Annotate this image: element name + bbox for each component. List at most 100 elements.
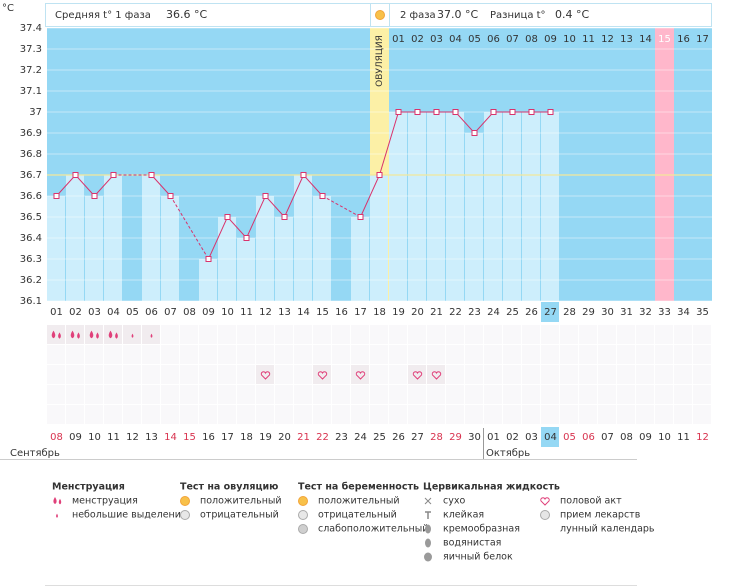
cell [693, 385, 711, 404]
date-label: 25 [373, 432, 386, 443]
cell [560, 365, 578, 384]
ovulation-label: ОВУЛЯЦИЯ [375, 35, 385, 87]
cell [161, 345, 179, 364]
menstruation-icon [58, 332, 61, 339]
date-label: 03 [525, 432, 538, 443]
date-label: 15 [183, 432, 196, 443]
cell [142, 385, 160, 404]
cell [484, 365, 502, 384]
cell [85, 345, 103, 364]
phase2-label: 2 фаза [400, 10, 436, 21]
cell [522, 345, 540, 364]
date-label: 01 [487, 432, 500, 443]
menstruation-icon [96, 332, 99, 339]
x-tick-label: 24 [487, 307, 500, 318]
cell [503, 405, 521, 424]
cell [85, 365, 103, 384]
x-tick-label: 26 [525, 307, 538, 318]
cell [617, 405, 635, 424]
cell [161, 405, 179, 424]
light-discharge-icon [131, 333, 134, 338]
cell [446, 345, 464, 364]
cell [237, 385, 255, 404]
cell [85, 385, 103, 404]
y-tick-label: 37 [29, 107, 42, 118]
menstruation-icon [108, 330, 113, 339]
cell [142, 345, 160, 364]
date-label: 24 [354, 432, 367, 443]
cell [579, 345, 597, 364]
menstruation-icon [51, 330, 56, 339]
point [72, 172, 79, 178]
date-label: 23 [335, 432, 348, 443]
cell [85, 405, 103, 424]
cell [313, 325, 331, 344]
bar [389, 112, 407, 301]
cell [408, 365, 426, 384]
cell [332, 385, 350, 404]
cell [332, 325, 350, 344]
cell [47, 405, 65, 424]
cell [484, 345, 502, 364]
cell [522, 385, 540, 404]
cell [370, 325, 388, 344]
x-tick-label: 12 [259, 307, 272, 318]
cell [598, 325, 616, 344]
cell [408, 405, 426, 424]
x-tick-label: 10 [221, 307, 234, 318]
point [452, 109, 459, 115]
cell [427, 345, 445, 364]
cell [199, 345, 217, 364]
x-tick-label: 18 [373, 307, 386, 318]
menstruation-icon [115, 332, 118, 339]
bar [370, 175, 388, 301]
x-tick-label: 01 [50, 307, 63, 318]
cell [655, 365, 673, 384]
cell [674, 385, 692, 404]
temperature-line [56, 174, 114, 197]
x-tick-label: 25 [506, 307, 519, 318]
cell [256, 385, 274, 404]
cell [522, 405, 540, 424]
cell [180, 385, 198, 404]
cell [66, 325, 84, 344]
cell [370, 345, 388, 364]
y-tick-label: 37.1 [20, 86, 42, 97]
legend-item: половой акт [560, 496, 622, 507]
cell [484, 325, 502, 344]
cell [503, 385, 521, 404]
y-tick-label: 37.3 [20, 44, 42, 55]
difference-label: Разница t° [490, 10, 546, 21]
date-label: 11 [107, 432, 120, 443]
y-tick-label: 36.9 [20, 128, 42, 139]
luteal-day: 17 [696, 34, 709, 45]
bar [142, 175, 160, 301]
cell [256, 325, 274, 344]
point [319, 193, 326, 199]
cell [218, 345, 236, 364]
cell [389, 405, 407, 424]
x-tick-label: 15 [316, 307, 329, 318]
cell [598, 365, 616, 384]
cell [351, 365, 369, 384]
luteal-day: 01 [392, 34, 405, 45]
cell [104, 345, 122, 364]
date-label: 29 [449, 432, 462, 443]
legend-item: сухо [443, 496, 465, 507]
cell [636, 385, 654, 404]
point [414, 109, 421, 115]
bar [161, 196, 179, 301]
point [509, 109, 516, 115]
x-tick-label: 30 [601, 307, 614, 318]
cell [199, 365, 217, 384]
cell [560, 325, 578, 344]
bar [294, 175, 312, 301]
cell [66, 405, 84, 424]
cell [180, 325, 198, 344]
legend-icon [424, 497, 432, 505]
phase1-value: 36.6 °C [166, 8, 207, 21]
cell [256, 405, 274, 424]
luteal-day: 14 [639, 34, 652, 45]
cell [161, 325, 179, 344]
bar [522, 112, 540, 301]
